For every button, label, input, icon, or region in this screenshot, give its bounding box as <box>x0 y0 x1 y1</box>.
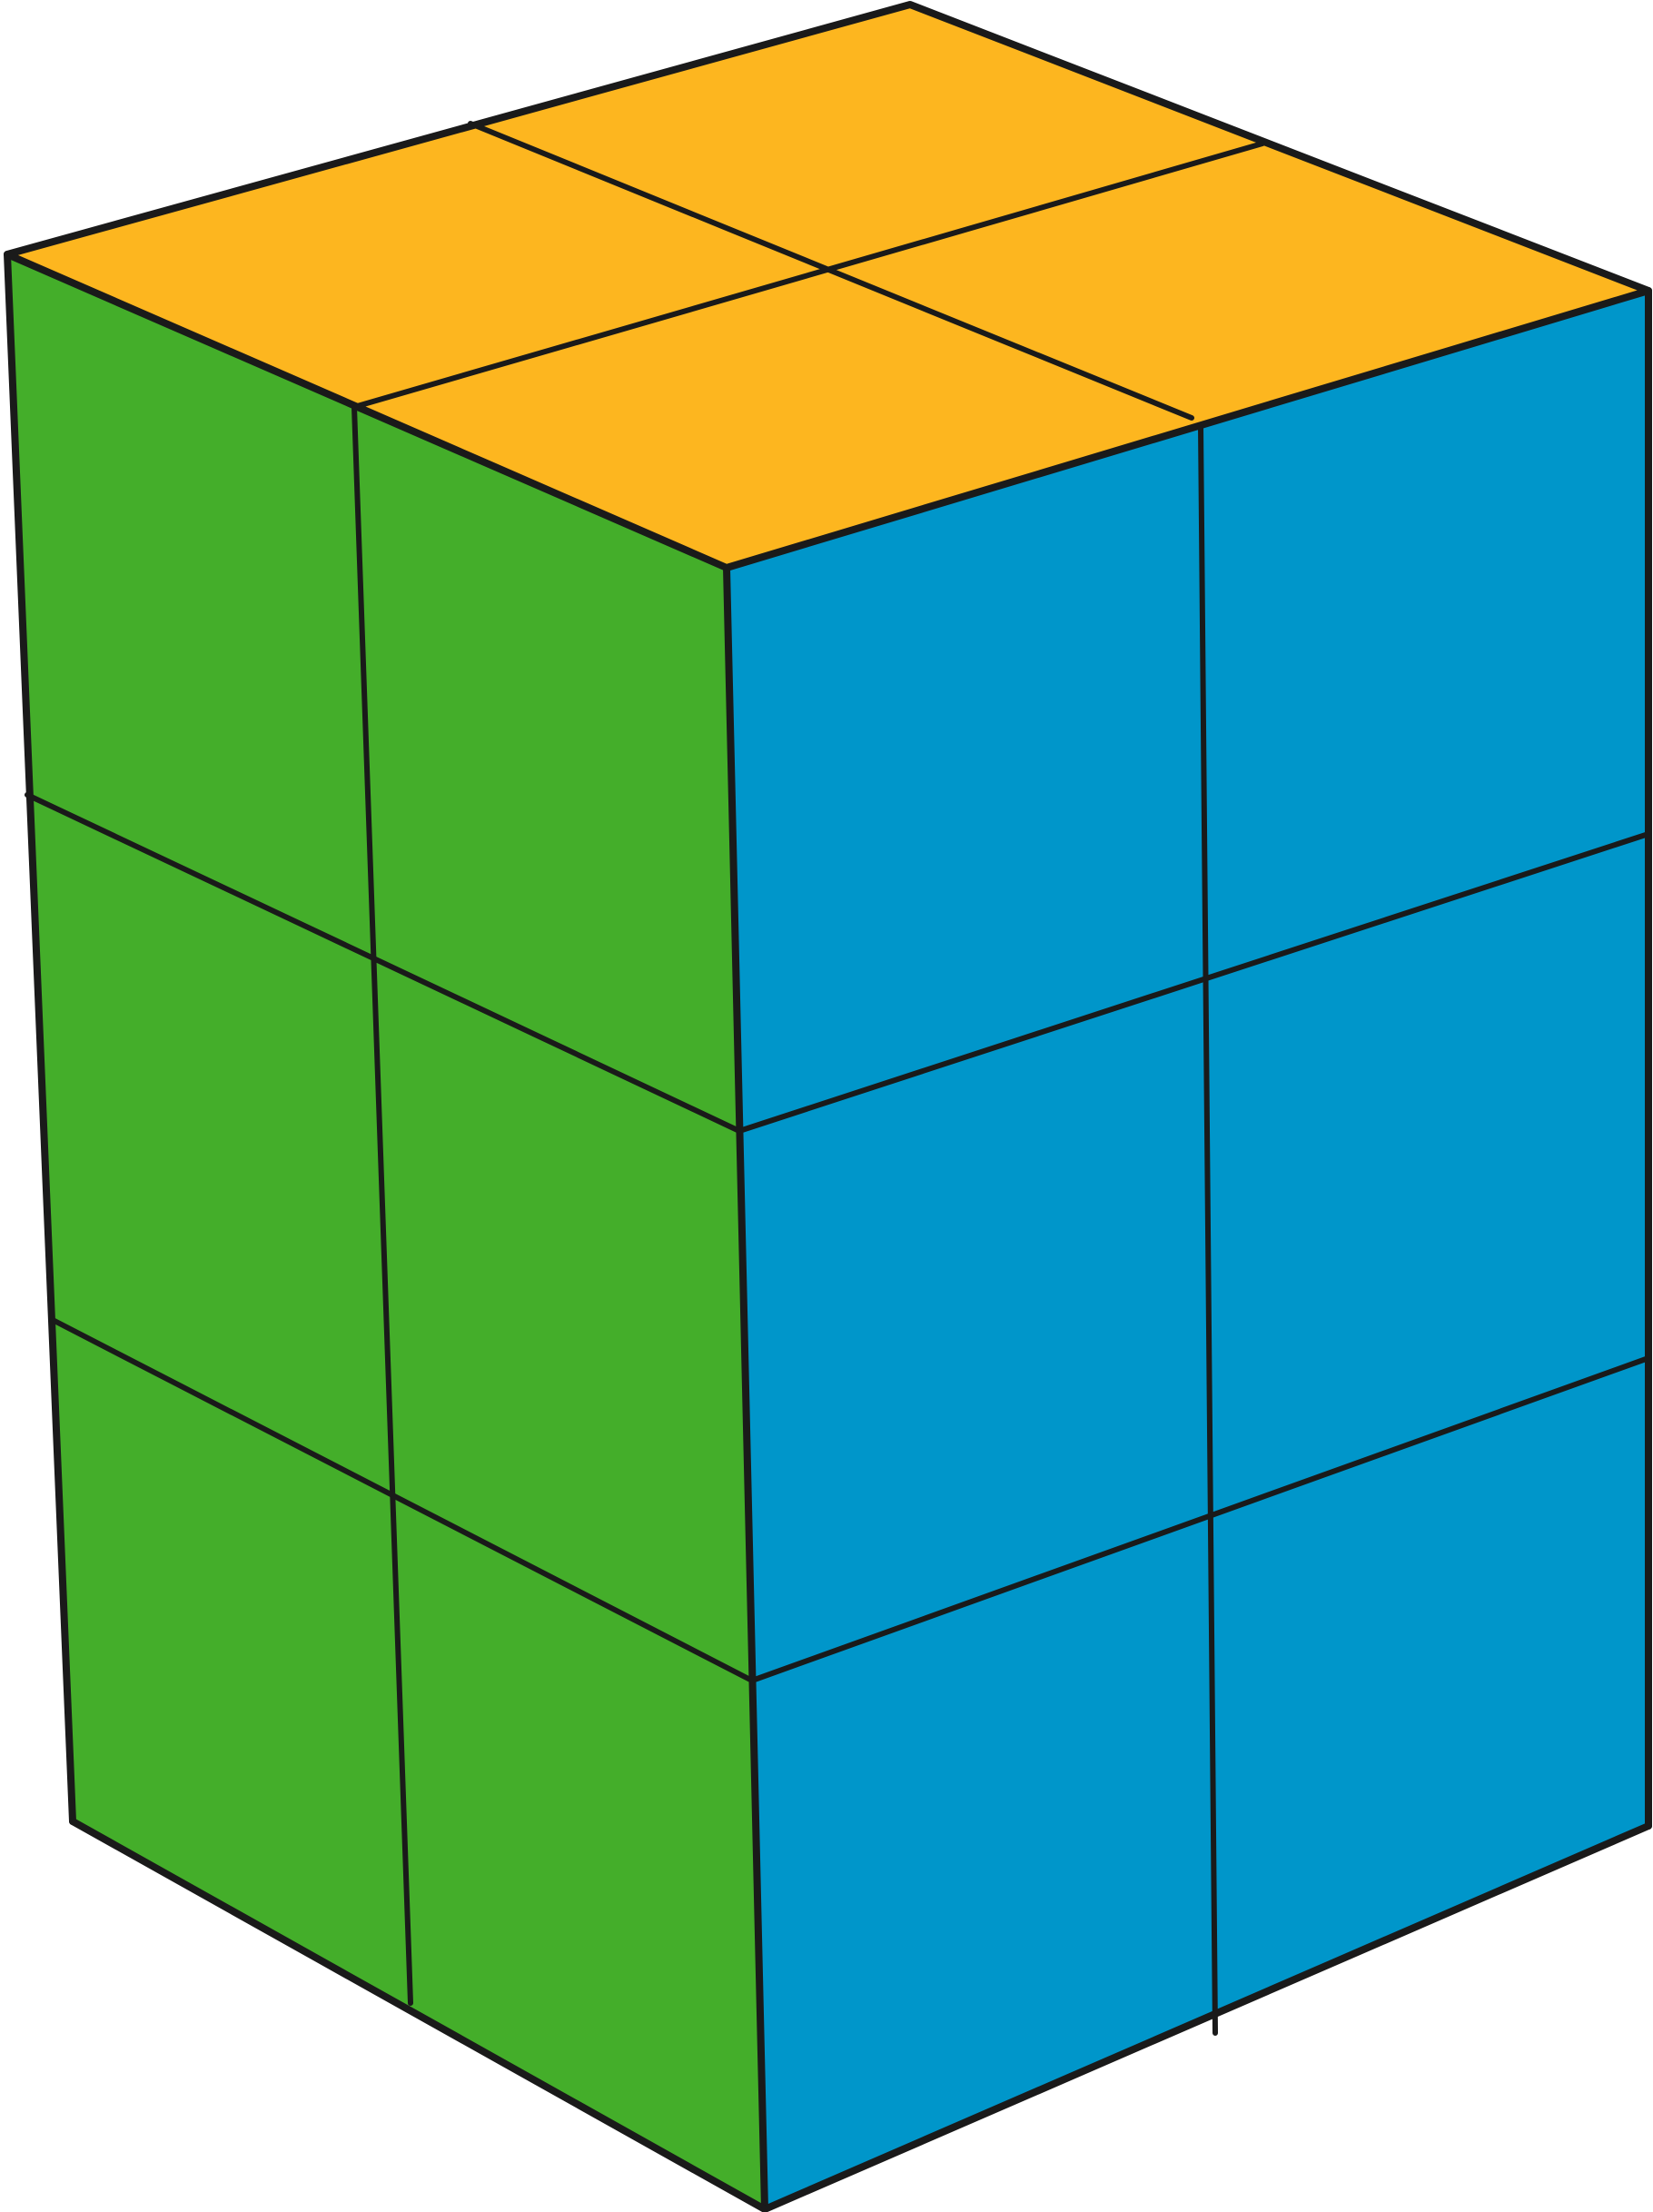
right-horizontal-line-1 <box>737 831 1651 1134</box>
right-vertical-line <box>1198 422 1218 2036</box>
outer-edges <box>4 1 1652 2212</box>
right-face-grid-lines <box>737 422 1651 2036</box>
left-face-grid-lines <box>25 404 755 2006</box>
left-vertical-edge <box>4 251 76 1825</box>
right-horizontal-line-2 <box>749 1355 1651 1683</box>
top-face <box>7 5 1648 568</box>
front-vertical-edge <box>723 564 768 2212</box>
top-grid-line-2 <box>351 141 1265 410</box>
bottom-right-edge <box>761 1822 1652 2212</box>
left-horizontal-line-2 <box>50 1317 755 1683</box>
top-face-grid-lines <box>351 121 1265 421</box>
left-horizontal-line-1 <box>25 792 742 1134</box>
right-face <box>727 291 1648 2209</box>
bottom-left-edge <box>69 1818 768 2212</box>
left-vertical-line <box>351 404 413 2006</box>
